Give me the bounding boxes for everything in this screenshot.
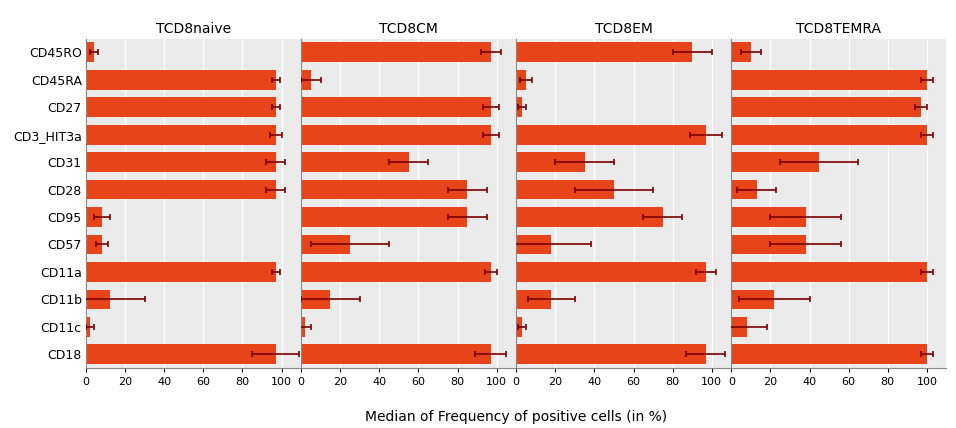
- Bar: [731, 97, 921, 117]
- Bar: [86, 317, 90, 337]
- Bar: [731, 42, 750, 62]
- Bar: [86, 345, 275, 364]
- Bar: [731, 262, 927, 282]
- Bar: [731, 317, 747, 337]
- Bar: [731, 152, 819, 172]
- Bar: [86, 42, 94, 62]
- Bar: [731, 70, 927, 89]
- Bar: [516, 345, 706, 364]
- Bar: [516, 262, 706, 282]
- Bar: [301, 42, 490, 62]
- Bar: [731, 207, 806, 227]
- Bar: [86, 207, 101, 227]
- Bar: [516, 42, 692, 62]
- Bar: [731, 289, 774, 309]
- Bar: [86, 235, 101, 254]
- Bar: [86, 152, 275, 172]
- Bar: [516, 235, 552, 254]
- Bar: [86, 180, 275, 199]
- Bar: [301, 289, 331, 309]
- Bar: [731, 235, 806, 254]
- Bar: [516, 207, 663, 227]
- Bar: [301, 180, 467, 199]
- Bar: [86, 289, 110, 309]
- Bar: [86, 97, 275, 117]
- Title: TCD8CM: TCD8CM: [380, 22, 438, 36]
- Bar: [301, 345, 490, 364]
- Bar: [301, 262, 490, 282]
- Bar: [516, 97, 522, 117]
- Bar: [301, 207, 467, 227]
- Bar: [86, 125, 275, 145]
- Bar: [86, 70, 275, 89]
- Bar: [301, 125, 490, 145]
- Bar: [731, 125, 927, 145]
- Bar: [731, 180, 757, 199]
- Bar: [301, 97, 490, 117]
- Bar: [86, 262, 275, 282]
- Bar: [731, 345, 927, 364]
- Bar: [516, 125, 706, 145]
- Title: TCD8naive: TCD8naive: [156, 22, 231, 36]
- Bar: [301, 235, 350, 254]
- Bar: [516, 317, 522, 337]
- Bar: [516, 180, 614, 199]
- Bar: [301, 317, 305, 337]
- Title: TCD8TEMRA: TCD8TEMRA: [796, 22, 881, 36]
- Title: TCD8EM: TCD8EM: [595, 22, 653, 36]
- Bar: [516, 152, 585, 172]
- Bar: [301, 70, 311, 89]
- Bar: [301, 152, 408, 172]
- Text: Median of Frequency of positive cells (in %): Median of Frequency of positive cells (i…: [365, 410, 667, 424]
- Bar: [516, 70, 526, 89]
- Bar: [516, 289, 552, 309]
